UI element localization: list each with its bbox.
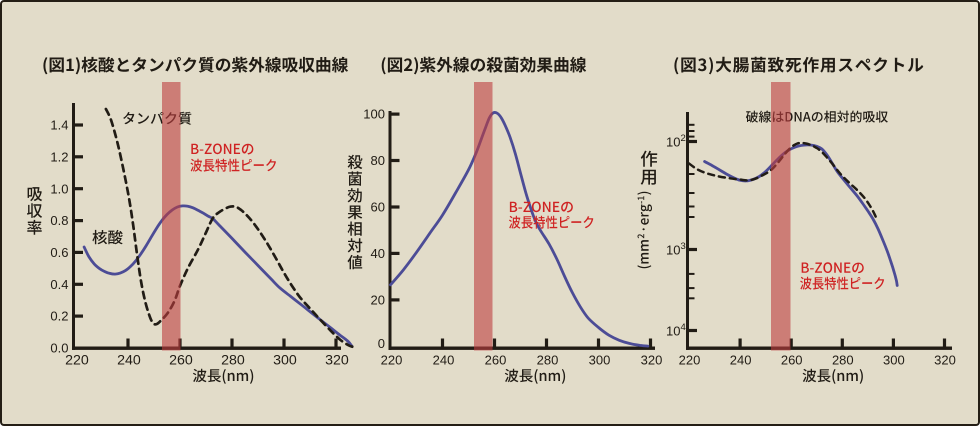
svg-text:80: 80	[371, 153, 385, 168]
svg-text:240: 240	[117, 352, 141, 368]
svg-text:103: 103	[666, 241, 686, 257]
svg-text:320: 320	[325, 352, 349, 368]
svg-text:0.8: 0.8	[50, 213, 68, 228]
svg-text:240: 240	[433, 353, 455, 368]
svg-text:104: 104	[666, 322, 686, 339]
svg-text:0.4: 0.4	[50, 277, 68, 292]
svg-text:320: 320	[641, 353, 663, 368]
svg-text:280: 280	[832, 353, 854, 368]
svg-text:102: 102	[666, 133, 686, 150]
svg-text:220: 220	[65, 352, 89, 368]
svg-text:0.6: 0.6	[50, 245, 68, 260]
svg-text:0.2: 0.2	[50, 309, 68, 324]
svg-text:300: 300	[883, 353, 905, 368]
svg-text:0.0: 0.0	[50, 341, 68, 356]
svg-text:220: 220	[381, 353, 403, 368]
svg-text:20: 20	[371, 292, 385, 307]
svg-text:260: 260	[485, 353, 507, 368]
svg-text:1.0: 1.0	[50, 181, 68, 196]
svg-text:260: 260	[781, 353, 803, 368]
svg-text:1.4: 1.4	[50, 118, 68, 133]
svg-text:220: 220	[679, 353, 701, 368]
svg-text:60: 60	[371, 199, 385, 214]
svg-text:300: 300	[273, 352, 297, 368]
svg-text:40: 40	[371, 246, 385, 261]
svg-text:1.2: 1.2	[50, 149, 68, 164]
svg-text:100: 100	[363, 107, 385, 122]
svg-text:280: 280	[537, 353, 559, 368]
svg-text:300: 300	[589, 353, 611, 368]
svg-text:240: 240	[730, 353, 752, 368]
svg-text:0: 0	[378, 336, 385, 351]
svg-text:280: 280	[221, 352, 245, 368]
svg-text:320: 320	[934, 353, 956, 368]
svg-text:260: 260	[169, 352, 193, 368]
